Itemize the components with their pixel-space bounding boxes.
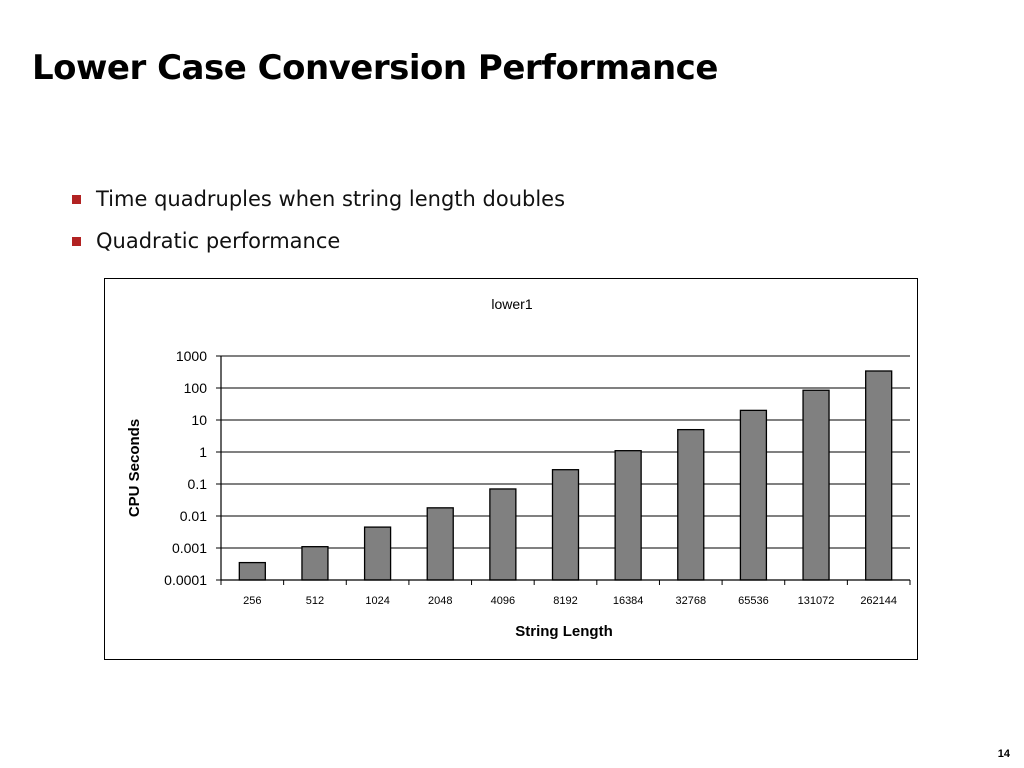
x-tick-label: 16384 <box>613 595 644 607</box>
chart-title: lower1 <box>491 296 532 312</box>
square-bullet-icon <box>72 236 81 246</box>
bullet-list: Time quadruples when string length doubl… <box>72 178 565 262</box>
x-tick-label: 65536 <box>738 595 769 607</box>
bullet-item: Quadratic performance <box>72 220 565 262</box>
x-tick-label: 512 <box>306 595 324 607</box>
y-tick-label: 0.0001 <box>164 572 207 588</box>
square-bullet-icon <box>72 194 81 204</box>
bullet-text: Time quadruples when string length doubl… <box>96 187 566 211</box>
slide-title: Lower Case Conversion Performance <box>32 48 718 88</box>
y-tick-label: 1 <box>199 444 207 460</box>
bar-16384 <box>614 450 642 581</box>
bar-512 <box>301 546 329 581</box>
bar-131072 <box>802 389 830 581</box>
chart-frame: lower1 CPU Seconds String Length 0.0001 0… <box>104 278 918 660</box>
bullet-item: Time quadruples when string length doubl… <box>72 178 565 220</box>
bar-65536 <box>739 409 768 581</box>
x-tick-label: 262144 <box>860 595 897 607</box>
bar-4096 <box>489 488 517 581</box>
bar-8192 <box>551 469 580 581</box>
x-axis-label: String Length <box>515 623 613 640</box>
bar-1024 <box>363 526 392 581</box>
x-tick-label: 256 <box>243 595 261 607</box>
bar-chart: lower1 CPU Seconds String Length 0.0001 0… <box>126 296 911 640</box>
x-tick-label: 1024 <box>365 595 389 607</box>
y-tick-label: 0.001 <box>172 540 207 556</box>
x-tick-label: 131072 <box>798 595 835 607</box>
y-tick-label: 10 <box>191 412 207 428</box>
bar-256 <box>238 561 266 581</box>
x-tick-label: 4096 <box>491 595 515 607</box>
bar-32768 <box>677 428 705 581</box>
y-axis-label: CPU Seconds <box>126 419 143 517</box>
y-tick-label: 0.01 <box>180 508 207 524</box>
x-tick-label: 8192 <box>553 595 577 607</box>
slide-number: 14 <box>997 748 1010 760</box>
x-tick-label: 32768 <box>675 595 706 607</box>
y-tick-label: 100 <box>184 380 208 396</box>
bar-262144 <box>865 370 893 581</box>
bar-2048 <box>426 507 454 581</box>
x-tick-label: 2048 <box>428 595 452 607</box>
y-tick-label: 0.1 <box>188 476 208 492</box>
bullet-text: Quadratic performance <box>96 229 341 253</box>
y-tick-label: 1000 <box>176 348 207 364</box>
